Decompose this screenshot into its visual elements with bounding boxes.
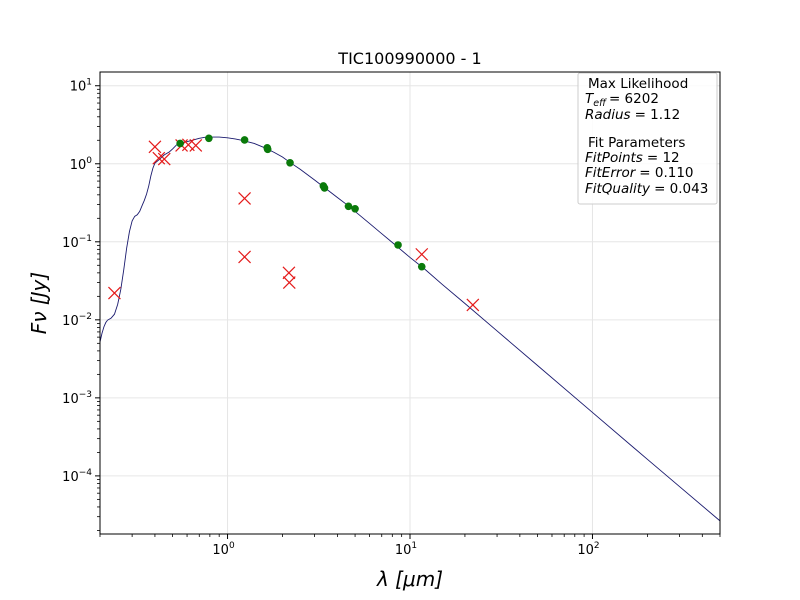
x-tick-base: 10 bbox=[577, 543, 594, 558]
legend-fitpoints: FitPoints = 12 bbox=[585, 150, 680, 166]
fit-point bbox=[320, 184, 329, 192]
fit-point bbox=[417, 262, 426, 271]
legend-fiterror: FitError = 0.110 bbox=[585, 165, 694, 181]
excluded-point bbox=[152, 151, 166, 165]
y-tick-exponent: −4 bbox=[79, 468, 93, 478]
x-tick-exponent: 2 bbox=[594, 541, 600, 551]
excluded-point bbox=[148, 140, 162, 154]
markers-layer bbox=[108, 134, 480, 312]
excluded-point bbox=[238, 191, 252, 205]
y-tick-base: 10 bbox=[62, 392, 79, 407]
fit-point bbox=[394, 241, 402, 249]
y-tick-base: 10 bbox=[62, 314, 79, 329]
excluded-point bbox=[108, 286, 121, 300]
x-tick-exponent: 0 bbox=[229, 541, 235, 551]
y-tick-base: 10 bbox=[70, 80, 87, 95]
y-tick-exponent: −1 bbox=[79, 234, 92, 244]
y-tick-label: 10−4 bbox=[62, 468, 92, 485]
fit-point bbox=[286, 158, 294, 167]
y-tick-exponent: 1 bbox=[86, 78, 92, 88]
legend-radius-label: Radius bbox=[585, 107, 631, 123]
legend-radius-value: = 1.12 bbox=[635, 107, 681, 123]
y-tick-exponent: −3 bbox=[79, 390, 92, 400]
x-tick-label: 101 bbox=[395, 541, 417, 558]
y-tick-label: 10−3 bbox=[62, 390, 92, 407]
legend-box: Max Likelihood Teff = 6202 Radius = 1.12 F… bbox=[577, 72, 718, 205]
excluded-point bbox=[189, 138, 203, 152]
excluded-point bbox=[415, 247, 429, 261]
y-tick-label: 100 bbox=[70, 156, 93, 173]
fit-point bbox=[263, 145, 272, 154]
legend-teff: Teff = 6202 bbox=[585, 91, 659, 109]
legend-frame bbox=[577, 72, 718, 205]
x-axis-label-text: λ [μm] bbox=[376, 567, 443, 591]
y-axis-label-text: Fν [Jy] bbox=[27, 272, 51, 334]
legend-fitpoints-value: = 12 bbox=[647, 150, 680, 166]
excluded-point bbox=[282, 276, 296, 290]
fit-point bbox=[344, 202, 353, 211]
x-axis-label: λ [μm] bbox=[376, 567, 443, 591]
x-tick-exponent: 1 bbox=[411, 541, 417, 551]
legend-fitpoints-label: FitPoints bbox=[585, 150, 643, 166]
legend-radius: Radius = 1.12 bbox=[585, 107, 680, 123]
y-axis-label: Fν [Jy] bbox=[27, 272, 51, 334]
y-tick-base: 10 bbox=[62, 236, 79, 251]
x-tick-base: 10 bbox=[395, 543, 412, 558]
series-layer bbox=[100, 136, 720, 522]
x-tick-label: 100 bbox=[212, 541, 235, 558]
y-tick-label: 101 bbox=[70, 78, 92, 95]
legend-fiterror-value: = 0.110 bbox=[639, 165, 693, 181]
y-tick-label: 10−2 bbox=[62, 312, 92, 329]
excluded-point bbox=[238, 250, 252, 264]
excluded-point bbox=[282, 266, 296, 280]
fit-point bbox=[351, 204, 359, 213]
x-tick-label: 102 bbox=[577, 541, 599, 558]
legend-teff-sub: eff bbox=[593, 98, 607, 109]
fit-point bbox=[240, 136, 249, 144]
legend-fitquality-label: FitQuality bbox=[585, 181, 651, 197]
y-tick-base: 10 bbox=[70, 158, 87, 173]
excluded-point bbox=[466, 298, 480, 312]
legend-fiterror-label: FitError bbox=[585, 165, 637, 181]
legend-heading-fit-parameters: Fit Parameters bbox=[588, 135, 685, 151]
y-tick-exponent: 0 bbox=[86, 156, 92, 166]
fit-point bbox=[205, 134, 213, 143]
legend-teff-value: = 6202 bbox=[609, 91, 659, 107]
legend-fitquality-value: = 0.043 bbox=[654, 181, 708, 197]
chart-title: TIC100990000 - 1 bbox=[337, 49, 481, 68]
legend-teff-label: T bbox=[585, 91, 595, 107]
y-tick-exponent: −2 bbox=[79, 312, 92, 322]
y-tick-base: 10 bbox=[62, 470, 79, 485]
legend-heading-max-likelihood: Max Likelihood bbox=[588, 76, 688, 92]
excluded-point bbox=[157, 152, 171, 166]
fit-point bbox=[176, 139, 184, 148]
legend-fitquality: FitQuality = 0.043 bbox=[585, 181, 708, 197]
y-tick-label: 10−1 bbox=[62, 234, 92, 251]
model-sed-curve bbox=[100, 136, 720, 522]
x-tick-base: 10 bbox=[212, 543, 229, 558]
